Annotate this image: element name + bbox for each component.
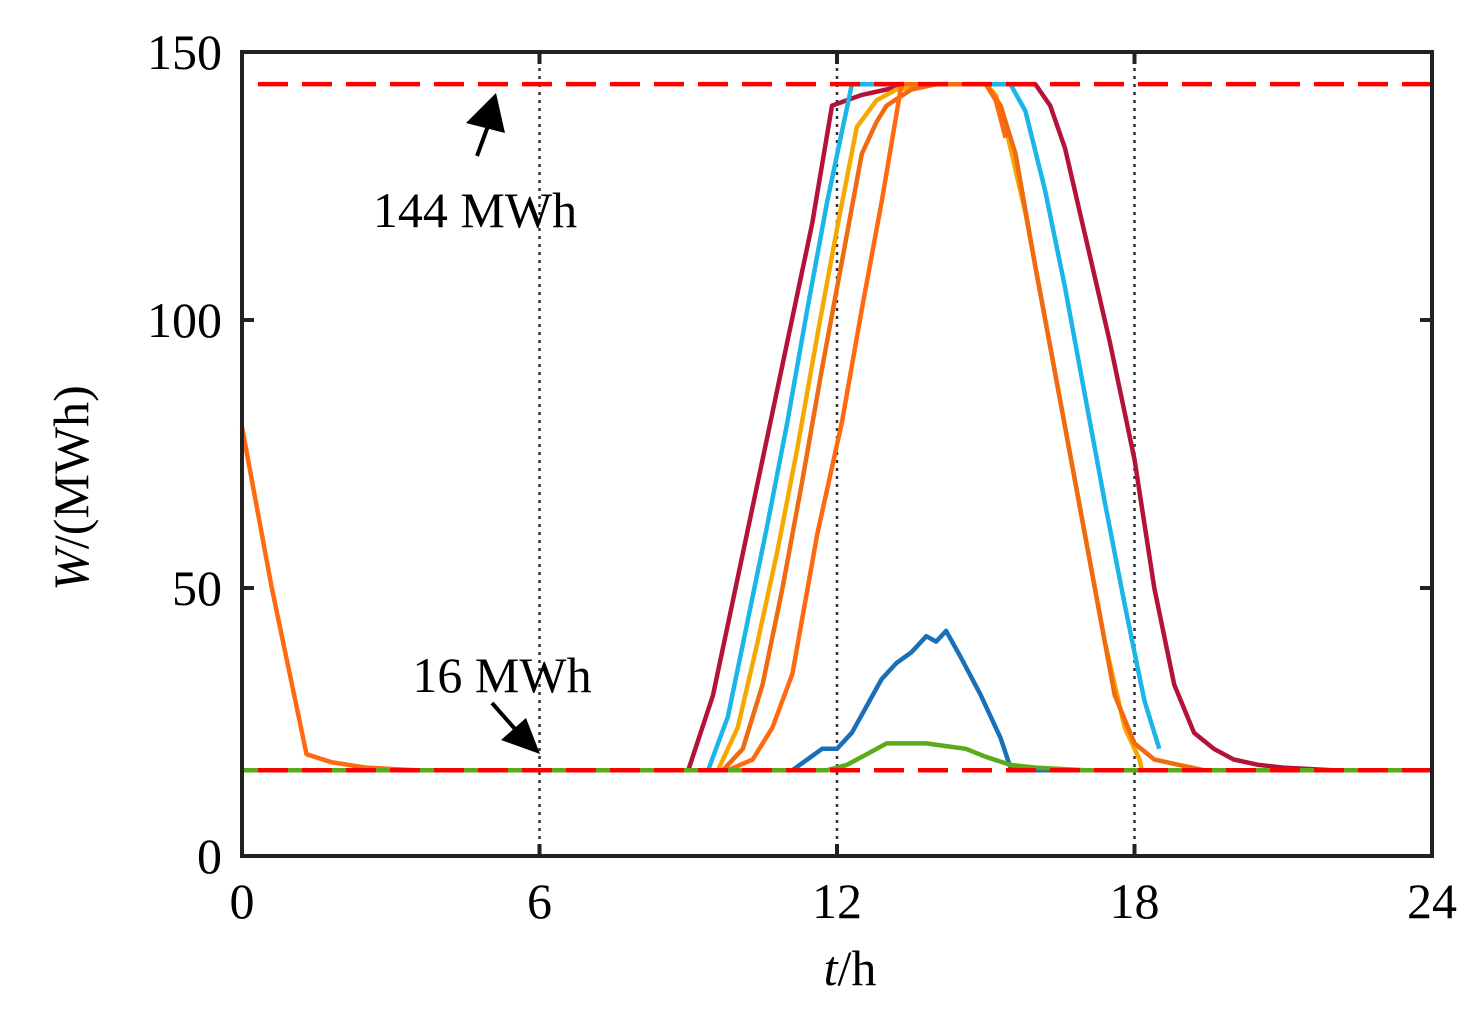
x-tick-label-0: 0 xyxy=(230,873,255,929)
hline-layer xyxy=(258,81,1432,773)
series-layer xyxy=(239,81,1432,773)
upper-limit-annotation-arrow-shaft xyxy=(475,125,490,157)
series-line-blue xyxy=(242,628,1432,773)
y-axis-unit: /(MWh) xyxy=(43,385,99,549)
series-line-sky-blue xyxy=(705,81,1162,771)
x-tick-label-18: 18 xyxy=(1110,873,1160,929)
y-tick-label-150: 150 xyxy=(147,24,222,80)
x-axis-unit: /h xyxy=(838,940,877,996)
y-tick-label-50: 50 xyxy=(172,560,222,616)
upper-limit-annotation-label: 144 MWh xyxy=(373,182,577,238)
lower-limit-annotation-arrow-shaft xyxy=(490,701,517,731)
x-axis-label: t/h xyxy=(824,940,877,996)
y-axis-var: W xyxy=(43,545,99,591)
x-tick-label-12: 12 xyxy=(812,873,862,929)
x-axis-var: t xyxy=(824,940,839,996)
x-tick-label-6: 6 xyxy=(527,873,552,929)
x-tick-label-24: 24 xyxy=(1407,873,1457,929)
y-tick-label-100: 100 xyxy=(147,292,222,348)
series-line-crimson xyxy=(686,81,1432,773)
y-axis-label: W/(MWh) xyxy=(43,385,99,591)
series-line-green xyxy=(242,741,1432,773)
tick-layer: 0 6 12 18 24 0 50 100 150 xyxy=(147,24,1457,929)
lower-limit-annotation-arrow-head xyxy=(501,718,540,754)
y-tick-label-0: 0 xyxy=(197,828,222,884)
lower-limit-annotation-label: 16 MWh xyxy=(412,647,591,703)
series-line-amber xyxy=(715,81,1145,772)
upper-limit-annotation-arrow-head xyxy=(466,93,505,133)
annot-layer: 144 MWh 16 MWh xyxy=(373,93,592,754)
